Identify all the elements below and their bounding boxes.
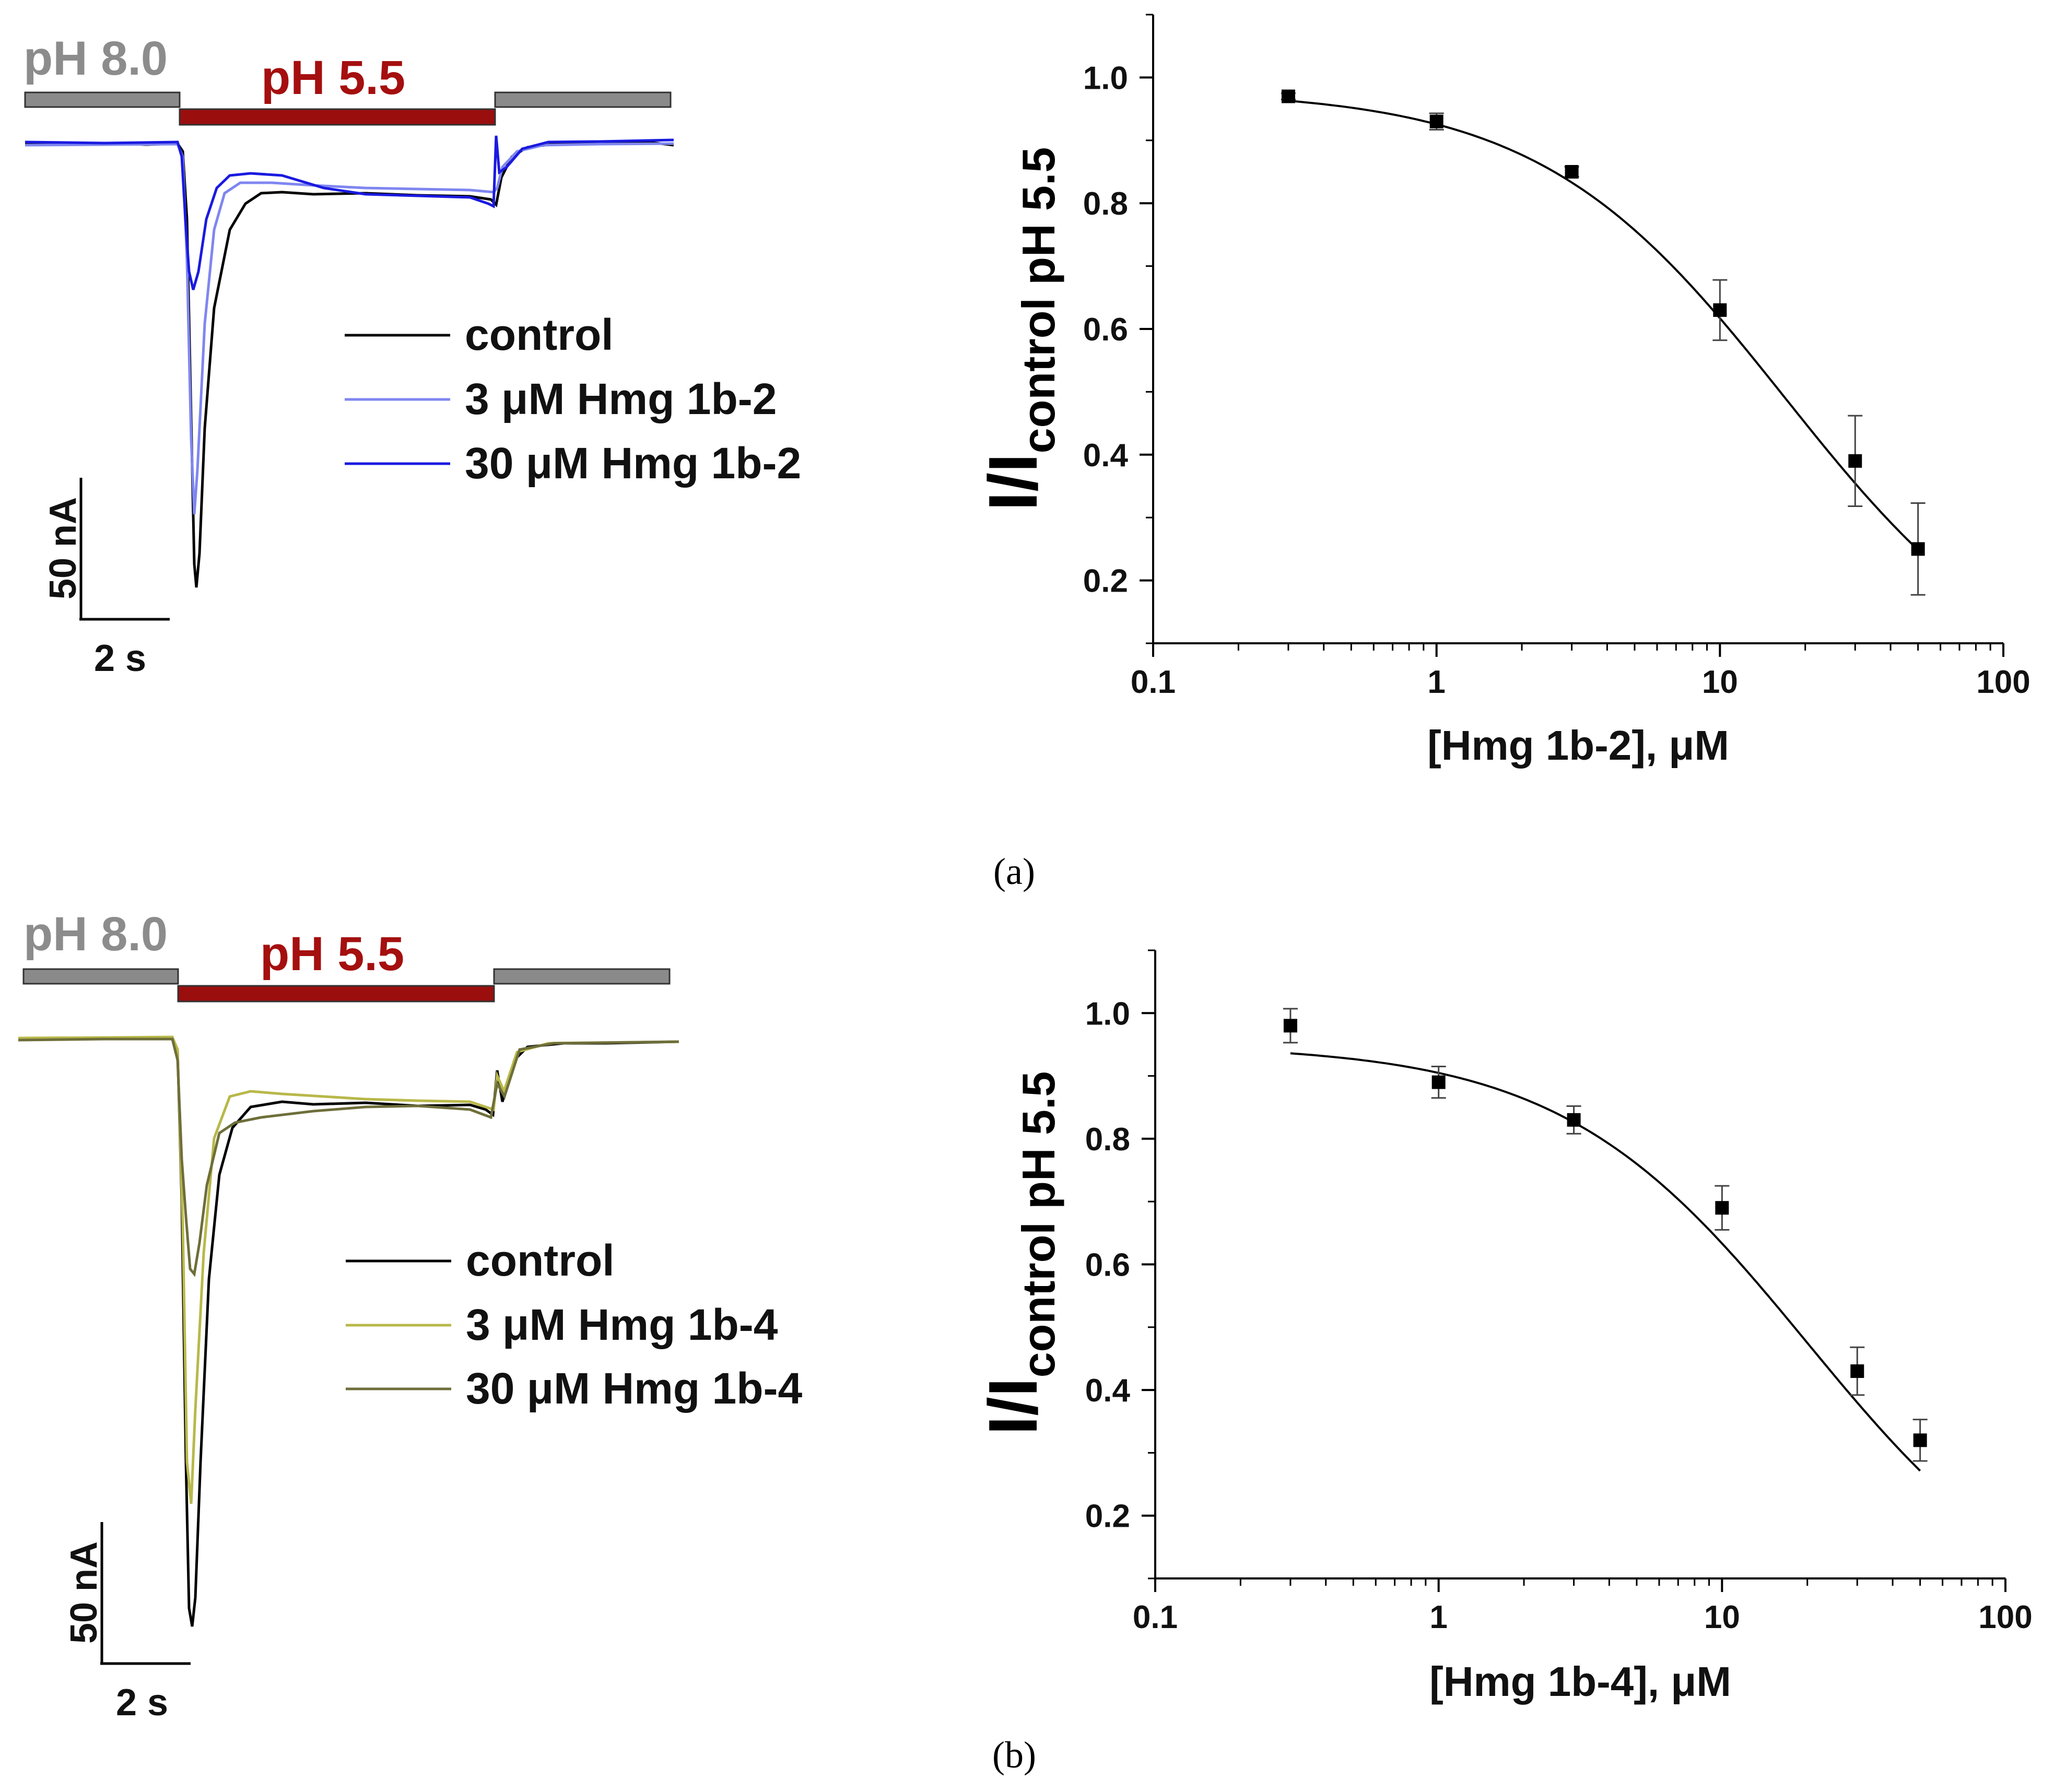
data-point (1713, 303, 1727, 317)
data-point (1911, 542, 1925, 556)
scale-bar: 50 nA 2 s (63, 1522, 191, 1724)
x-tick-label: 100 (1978, 1599, 2032, 1635)
y-tick-label: 0.2 (1085, 1499, 1130, 1535)
trace-30uM (25, 135, 674, 290)
chart-a-fit-curve (1288, 99, 1919, 551)
data-point (1565, 165, 1579, 179)
trace-30uM (18, 1038, 679, 1277)
y-tick-label: 0.6 (1083, 312, 1128, 348)
data-point (1715, 1201, 1729, 1215)
scale-current-label: 50 nA (42, 497, 84, 599)
legend-label-3uM: 3 μM Hmg 1b-2 (465, 374, 777, 423)
y-tick-label: 1.0 (1085, 996, 1130, 1032)
x-tick-label: 10 (1704, 1599, 1740, 1635)
legend-label-control: control (466, 1236, 615, 1285)
chart-a-y-title-sub: control pH 5.5 (1013, 147, 1064, 454)
x-tick-label: 0.1 (1131, 664, 1176, 700)
chart-a-axes (1152, 15, 2003, 644)
panel-label-a: (a) (993, 851, 1035, 892)
panel-label-b: (b) (992, 1734, 1036, 1776)
ph-5-5-label: pH 5.5 (261, 51, 405, 104)
y-tick-label: 0.8 (1083, 186, 1128, 222)
legend-label-30uM: 30 μM Hmg 1b-4 (466, 1364, 802, 1413)
ph-5-5-bar (177, 985, 495, 1003)
chart-b-points (1283, 1008, 1928, 1462)
y-tick-label: 0.4 (1085, 1373, 1131, 1409)
legend: control 3 μM Hmg 1b-4 30 μM Hmg 1b-4 (346, 1236, 802, 1413)
chart-a-x-axis-title: [Hmg 1b-2], μM (1427, 722, 1729, 769)
ph-8-bar-post (493, 968, 671, 985)
chart-b-axes (1154, 950, 2005, 1579)
data-point (1429, 114, 1443, 128)
scale-time-label: 2 s (94, 638, 146, 679)
legend-label-3uM: 3 μM Hmg 1b-4 (466, 1300, 778, 1349)
x-tick-label: 0.1 (1133, 1599, 1178, 1635)
scale-bar: 50 nA 2 s (42, 478, 170, 679)
ph-8-label: pH 8.0 (24, 907, 168, 961)
y-tick-label: 0.2 (1083, 563, 1128, 599)
legend-label-control: control (465, 310, 614, 359)
chart-b-y-title-sub: control pH 5.5 (1013, 1071, 1064, 1378)
ph-5-5-bar (179, 108, 496, 126)
chart-a-ticks: 0.1 1 10 100 0.2 0.4 0.6 0.8 1.0 (1083, 14, 2030, 700)
legend-label-30uM: 30 μM Hmg 1b-2 (465, 439, 801, 488)
trace-3uM (18, 1035, 679, 1504)
chart-b-x-axis-title: [Hmg 1b-4], μM (1429, 1658, 1731, 1705)
scale-current-label: 50 nA (63, 1541, 105, 1644)
data-point (1913, 1433, 1927, 1447)
scale-time-label: 2 s (116, 1682, 168, 1724)
ph-8-bar-post (494, 91, 672, 108)
chart-a-y-axis-title: I/Icontrol pH 5.5 (975, 147, 1064, 511)
ph-8-bar-pre (22, 968, 179, 985)
x-tick-label: 100 (1976, 664, 2030, 700)
panel-b-traces: pH 8.0 pH 5.5 control 3 μM Hmg 1b-4 30 μ… (18, 907, 802, 1724)
data-point (1848, 454, 1862, 468)
y-tick-label: 1.0 (1083, 60, 1128, 96)
data-point (1431, 1075, 1446, 1089)
chart-a-y-title-main: I/I (975, 453, 1051, 511)
x-tick-label: 1 (1429, 1599, 1447, 1635)
y-tick-label: 0.6 (1085, 1247, 1130, 1283)
ph-8-label: pH 8.0 (24, 32, 168, 85)
data-point (1850, 1364, 1864, 1378)
chart-b-fit-curve (1290, 1052, 1921, 1472)
y-tick-label: 0.8 (1085, 1122, 1130, 1158)
trace-control (25, 140, 674, 588)
ph-8-bar-pre (24, 91, 181, 108)
chart-b-y-title-main: I/I (975, 1377, 1051, 1435)
panel-a-traces: pH 8.0 pH 5.5 control 3 μM Hmg 1b-2 30 μ… (24, 32, 801, 679)
legend: control 3 μM Hmg 1b-2 30 μM Hmg 1b-2 (345, 310, 801, 488)
chart-a-points (1281, 89, 1926, 596)
data-point (1281, 89, 1295, 103)
data-point (1283, 1019, 1297, 1033)
x-tick-label: 10 (1702, 664, 1738, 700)
chart-b-ticks: 0.1 1 10 100 0.2 0.4 0.6 0.8 1.0 (1085, 949, 2033, 1635)
y-tick-label: 0.4 (1083, 438, 1129, 474)
x-tick-label: 1 (1427, 664, 1445, 700)
chart-b-y-axis-title: I/Icontrol pH 5.5 (975, 1071, 1064, 1435)
ph-5-5-label: pH 5.5 (260, 927, 404, 981)
data-point (1567, 1113, 1581, 1127)
